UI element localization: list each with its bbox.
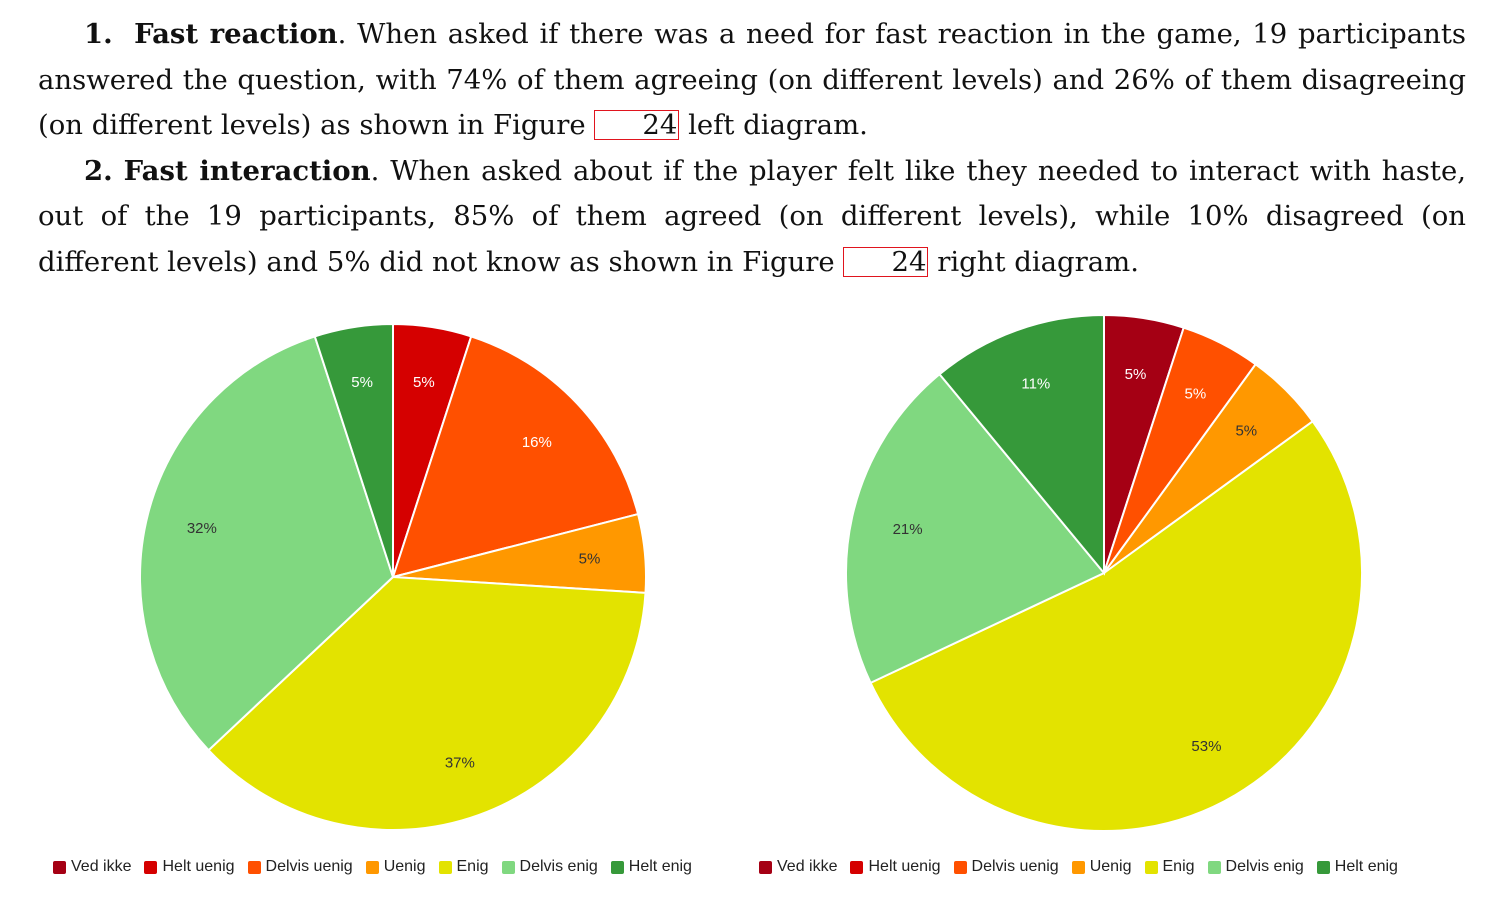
paragraph-text-end: right diagram. [928,245,1139,278]
legend-item-helt-uenig[interactable]: Helt uenig [144,858,235,876]
paragraph-fast-interaction: 2. Fast interaction. When asked about if… [38,149,1466,286]
legend-item-uenig[interactable]: Uenig [1071,858,1132,876]
legend-swatch [144,860,158,874]
slice-data-label: 5% [579,550,601,567]
legend-label: Enig [1162,858,1195,875]
pie-chart-right: 5% 5% 5% 53% 21% 11% [845,313,1363,832]
legend-label: Delvis uenig [265,858,353,875]
legend-swatch [1316,860,1330,874]
legend-item-helt-enig[interactable]: Helt enig [1316,858,1398,876]
pie-slice-delvis-enig[interactable] [139,335,395,752]
item-number: 1. [84,18,113,50]
pie-slice-enig[interactable] [207,575,647,831]
legend-swatch [1071,860,1085,874]
legend-swatch [247,860,261,874]
legend-swatch [501,860,515,874]
legend-label: Ved ikke [71,858,132,875]
legend-swatch [53,860,66,874]
legend-swatch [438,860,452,874]
pie-slice-helt-enig[interactable] [313,322,394,578]
slice-data-label: 5% [413,374,435,391]
legend-label: Delvis enig [519,858,598,875]
item-heading: Fast interaction [123,154,371,187]
paragraph-text: . When asked about if the player felt li… [38,154,1466,278]
pie-slice-enig[interactable] [869,419,1363,832]
legend-item-delvis-enig[interactable]: Delvis enig [501,858,598,876]
legend-label: Ved ikke [777,858,838,875]
slice-data-label: 5% [351,374,373,391]
legend-item-helt-enig[interactable]: Helt enig [610,858,692,876]
legend-item-enig[interactable]: Enig [438,858,489,876]
legend-item-delvis-uenig[interactable]: Delvis uenig [953,858,1059,876]
legend-item-helt-uenig[interactable]: Helt uenig [850,858,941,876]
paragraph-text: . When asked if there was a need for fas… [38,18,1467,141]
legend-label: Helt uenig [868,858,941,875]
figure-reference-link[interactable]: 24 [843,246,929,277]
slice-data-label: 5% [1185,386,1207,403]
slice-data-label: 32% [187,520,217,537]
pie-slice-delvis-uenig[interactable] [391,335,640,579]
slice-data-label: 5% [1235,423,1257,440]
legend-label: Helt enig [628,858,692,875]
legend-left-chart: Ved ikke Helt uenig Delvis uenig Uenig Enig D… [53,856,705,878]
figure-reference-link[interactable]: 24 [594,110,680,140]
legend-swatch [759,860,772,874]
paragraph-text-end: left diagram. [679,109,868,141]
item-number: 2. [84,154,113,187]
legend-item-uenig[interactable]: Uenig [365,858,426,876]
slice-data-label: 16% [522,434,552,451]
slice-data-label: 37% [445,755,475,772]
pie-slice-helt-enig[interactable] [938,313,1105,576]
legend-item-delvis-uenig[interactable]: Delvis uenig [247,858,353,876]
legend-swatch [610,860,624,874]
legend-swatch [953,860,967,874]
legend-swatch [1144,860,1158,874]
legend-item-ved-ikke[interactable]: Ved ikke [53,858,131,876]
legend-label: Uenig [1089,858,1132,875]
legend-label: Delvis uenig [971,858,1059,875]
legend-item-ved-ikke[interactable]: Ved ikke [759,858,837,876]
legend-label: Delvis enig [1225,858,1304,875]
legend-label: Uenig [383,858,426,875]
legend-swatch [365,860,379,874]
slice-data-label: 21% [893,521,923,538]
legend-label: Enig [456,858,489,875]
legend-swatch [1207,860,1221,874]
pie-slice-delvis-enig[interactable] [845,372,1106,685]
legend-item-delvis-enig[interactable]: Delvis enig [1207,858,1304,876]
legend-item-enig[interactable]: Enig [1144,858,1195,876]
item-heading: Fast reaction [134,18,338,50]
slice-data-label: 53% [1191,738,1221,755]
slice-data-label: 11% [1021,376,1050,393]
legend-label: Helt enig [1334,858,1398,875]
legend-swatch [850,860,864,874]
pie-chart-left: 5% 16% 5% 37% 32% 5% [139,322,647,831]
body-text: 1. Fast reaction. When asked if there wa… [38,12,1466,285]
legend-right-chart: Ved ikke Helt uenig Delvis uenig Uenig Enig D… [759,856,1411,878]
paragraph-fast-reaction: 1. Fast reaction. When asked if there wa… [38,12,1466,149]
legend-label: Helt uenig [162,858,235,875]
slice-data-label: 5% [1125,366,1147,383]
